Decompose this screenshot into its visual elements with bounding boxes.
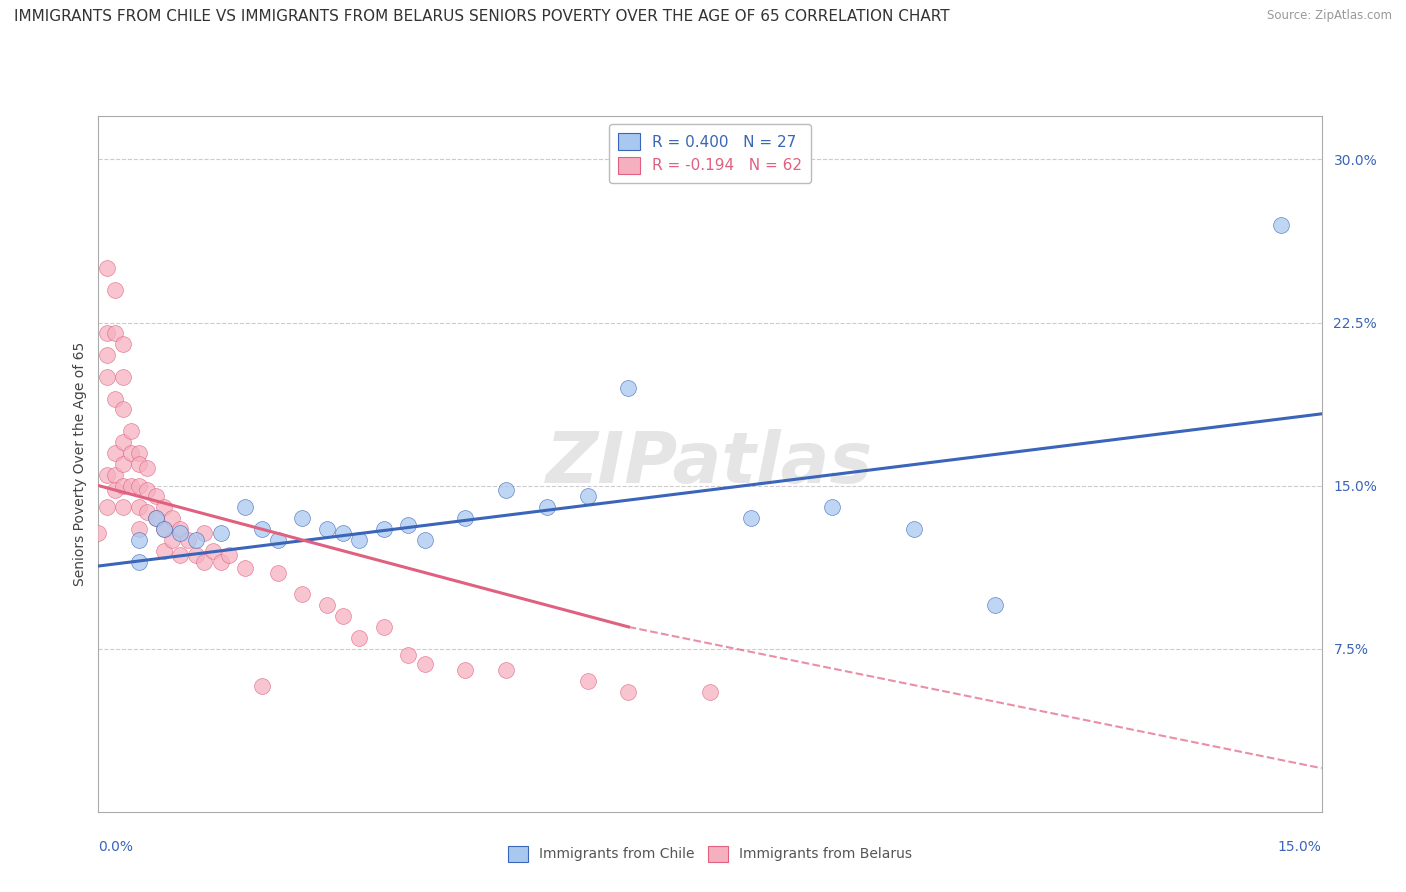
- Point: [96, 500, 118, 515]
- Point: [186, 548, 208, 562]
- Point: [193, 526, 215, 541]
- Point: [209, 526, 232, 541]
- Point: [373, 522, 395, 536]
- Point: [152, 522, 174, 536]
- Point: [128, 500, 150, 515]
- Point: [903, 522, 925, 536]
- Point: [209, 555, 232, 569]
- Text: Source: ZipAtlas.com: Source: ZipAtlas.com: [1267, 9, 1392, 22]
- Point: [193, 555, 215, 569]
- Point: [152, 522, 174, 536]
- Point: [111, 457, 134, 471]
- Point: [413, 657, 436, 671]
- Point: [169, 522, 191, 536]
- Legend: Immigrants from Chile, Immigrants from Belarus: Immigrants from Chile, Immigrants from B…: [503, 840, 917, 867]
- Point: [373, 620, 395, 634]
- Point: [96, 261, 118, 276]
- Point: [128, 478, 150, 492]
- Point: [111, 369, 134, 384]
- Point: [104, 446, 127, 460]
- Point: [120, 424, 142, 438]
- Point: [96, 326, 118, 341]
- Point: [111, 402, 134, 417]
- Point: [169, 548, 191, 562]
- Point: [454, 664, 477, 678]
- Point: [120, 446, 142, 460]
- Point: [160, 511, 183, 525]
- Point: [250, 679, 273, 693]
- Point: [495, 664, 517, 678]
- Point: [136, 505, 159, 519]
- Point: [576, 674, 599, 689]
- Point: [218, 548, 240, 562]
- Point: [349, 533, 371, 547]
- Text: ZIPatlas: ZIPatlas: [547, 429, 873, 499]
- Point: [617, 381, 640, 395]
- Point: [267, 533, 290, 547]
- Point: [111, 337, 134, 351]
- Point: [315, 522, 337, 536]
- Point: [104, 392, 127, 406]
- Point: [821, 500, 844, 515]
- Point: [233, 561, 256, 575]
- Point: [136, 483, 159, 497]
- Point: [128, 555, 150, 569]
- Point: [332, 526, 354, 541]
- Point: [120, 478, 142, 492]
- Point: [145, 511, 167, 525]
- Point: [145, 511, 167, 525]
- Point: [96, 467, 118, 482]
- Point: [396, 517, 419, 532]
- Text: 15.0%: 15.0%: [1278, 839, 1322, 854]
- Point: [145, 490, 167, 504]
- Point: [177, 533, 200, 547]
- Point: [332, 609, 354, 624]
- Point: [96, 369, 118, 384]
- Point: [169, 526, 191, 541]
- Point: [201, 544, 224, 558]
- Point: [984, 598, 1007, 612]
- Point: [267, 566, 290, 580]
- Point: [576, 490, 599, 504]
- Point: [104, 467, 127, 482]
- Point: [128, 457, 150, 471]
- Point: [104, 483, 127, 497]
- Point: [111, 478, 134, 492]
- Point: [250, 522, 273, 536]
- Point: [111, 500, 134, 515]
- Point: [699, 685, 721, 699]
- Point: [233, 500, 256, 515]
- Point: [315, 598, 337, 612]
- Point: [617, 685, 640, 699]
- Point: [396, 648, 419, 662]
- Point: [291, 511, 314, 525]
- Point: [96, 348, 118, 362]
- Point: [413, 533, 436, 547]
- Point: [349, 631, 371, 645]
- Text: IMMIGRANTS FROM CHILE VS IMMIGRANTS FROM BELARUS SENIORS POVERTY OVER THE AGE OF: IMMIGRANTS FROM CHILE VS IMMIGRANTS FROM…: [14, 9, 949, 24]
- Point: [291, 587, 314, 601]
- Point: [87, 526, 110, 541]
- Point: [186, 533, 208, 547]
- Point: [454, 511, 477, 525]
- Text: 0.0%: 0.0%: [98, 839, 134, 854]
- Point: [128, 522, 150, 536]
- Point: [740, 511, 762, 525]
- Point: [136, 461, 159, 475]
- Point: [152, 500, 174, 515]
- Point: [536, 500, 558, 515]
- Point: [160, 533, 183, 547]
- Point: [128, 533, 150, 547]
- Point: [128, 446, 150, 460]
- Point: [104, 283, 127, 297]
- Point: [1270, 218, 1292, 232]
- Point: [111, 435, 134, 450]
- Y-axis label: Seniors Poverty Over the Age of 65: Seniors Poverty Over the Age of 65: [73, 342, 87, 586]
- Point: [104, 326, 127, 341]
- Point: [495, 483, 517, 497]
- Point: [152, 544, 174, 558]
